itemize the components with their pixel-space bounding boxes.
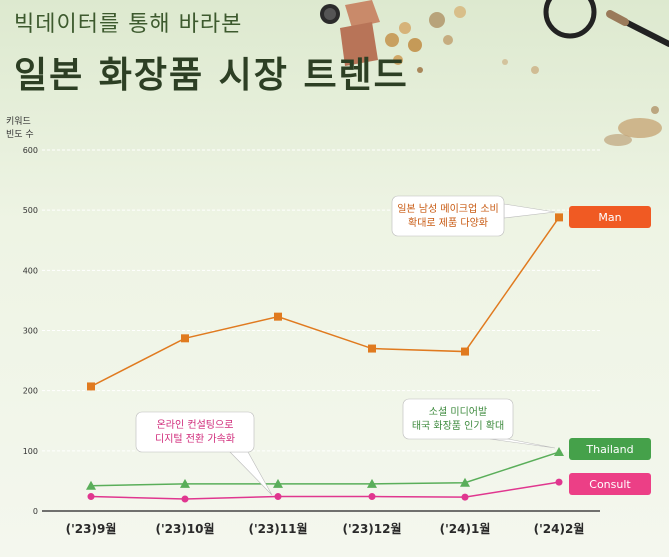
data-point-man xyxy=(181,334,189,343)
data-point-thailand xyxy=(180,478,190,488)
y-tick-label: 500 xyxy=(23,206,38,215)
series-label-thailand: Thailand xyxy=(585,443,633,456)
series-label-consult: Consult xyxy=(589,478,631,491)
data-point-consult xyxy=(461,493,469,501)
callout-box xyxy=(135,411,255,453)
x-tick-label: ('24)2월 xyxy=(534,521,585,536)
x-tick-label: ('24)1월 xyxy=(440,521,491,536)
y-axis-unit-label: 키워드 빈도 수 xyxy=(6,116,34,142)
data-point-thailand xyxy=(460,477,470,487)
data-point-consult xyxy=(274,493,282,501)
data-point-man xyxy=(555,213,563,222)
data-point-thailand xyxy=(554,447,564,457)
data-point-consult xyxy=(181,495,189,503)
y-tick-label: 100 xyxy=(23,447,38,456)
y-tick-label: 400 xyxy=(23,266,38,275)
series-line-thailand xyxy=(90,451,560,487)
callout-box xyxy=(391,195,505,237)
y-tick-label: 200 xyxy=(23,387,38,396)
x-tick-label: ('23)11월 xyxy=(248,521,307,536)
callout-text: 소셜 미디어발 xyxy=(429,406,487,418)
series-label-man: Man xyxy=(598,211,621,224)
callout-pointer xyxy=(503,203,556,219)
y-unit-line-2: 빈도 수 xyxy=(6,130,34,140)
x-tick-label: ('23)9월 xyxy=(66,521,117,536)
y-tick-label: 300 xyxy=(23,327,38,336)
callout-text: 디지털 전환 가속화 xyxy=(155,433,235,445)
callout-pointer xyxy=(489,438,556,449)
series-label-box-thailand xyxy=(569,438,651,460)
data-point-man xyxy=(368,344,376,353)
callout-text: 일본 남성 메이크업 소비 xyxy=(397,202,499,215)
x-tick-label: ('23)12월 xyxy=(342,521,401,536)
y-tick-label: 0 xyxy=(33,507,38,516)
data-point-thailand xyxy=(367,478,377,488)
x-tick-label: ('23)10월 xyxy=(155,521,214,536)
callout-pointer xyxy=(229,451,273,496)
callout-text: 온라인 컨설팅으로 xyxy=(157,419,234,431)
data-point-consult xyxy=(87,493,95,501)
series-label-box-consult xyxy=(569,473,651,495)
data-point-man xyxy=(461,347,469,356)
callout-text: 확대로 제품 다양화 xyxy=(408,217,488,229)
data-point-consult xyxy=(555,478,563,486)
data-point-consult xyxy=(368,493,376,501)
data-point-thailand xyxy=(86,480,96,490)
series-line-consult xyxy=(90,481,560,500)
data-point-thailand xyxy=(273,478,283,488)
callout-box xyxy=(402,398,514,440)
y-unit-line-1: 키워드 xyxy=(6,117,31,127)
series-line-man xyxy=(90,216,560,388)
callout-text: 태국 화장품 인기 확대 xyxy=(412,420,504,432)
y-tick-label: 600 xyxy=(23,146,38,155)
series-label-box-man xyxy=(569,206,651,228)
header-title: 일본 화장품 시장 트렌드 xyxy=(14,55,409,96)
data-point-man xyxy=(274,312,282,321)
header-subtitle: 빅데이터를 통해 바라본 xyxy=(14,12,243,37)
data-point-man xyxy=(87,382,95,391)
